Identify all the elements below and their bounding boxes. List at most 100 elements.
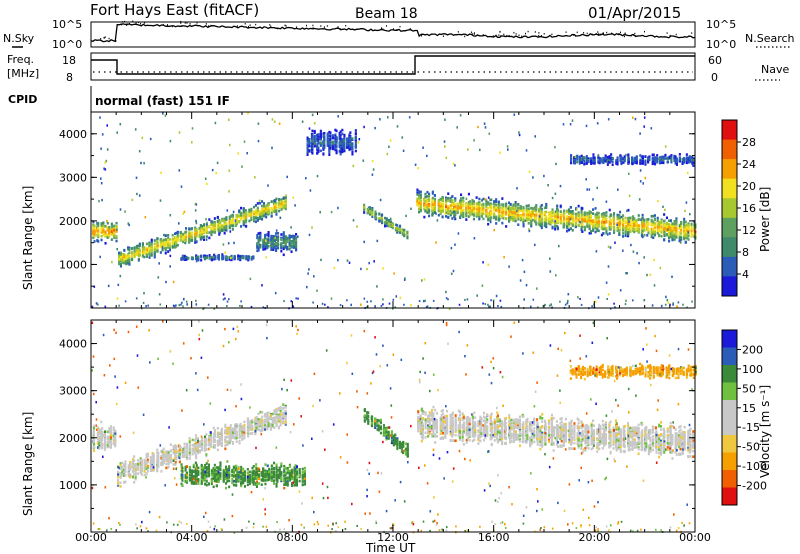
scatter-cell — [319, 143, 322, 146]
scatter-cell — [592, 208, 595, 211]
scatter-cell — [102, 221, 105, 225]
scatter-cell — [216, 215, 219, 219]
scatter-cell — [581, 230, 584, 233]
scatter-cell — [563, 211, 566, 215]
nsky-tick-bottom: 10^0 — [52, 38, 82, 51]
noise-cell — [483, 122, 486, 125]
noise-cell — [211, 168, 214, 172]
scatter-cell — [179, 238, 182, 242]
scatter-cell — [351, 150, 354, 153]
scatter-cell — [688, 157, 691, 160]
scatter-cell — [363, 211, 366, 214]
scatter-cell — [161, 240, 164, 243]
nsearch-dot — [599, 33, 601, 35]
scatter-cell — [295, 245, 298, 248]
scatter-cell — [128, 256, 131, 259]
scatter-cell — [652, 153, 655, 157]
scatter-cell — [406, 230, 409, 234]
scatter-cell — [278, 199, 281, 203]
noise-cell — [651, 304, 654, 307]
scatter-cell — [153, 255, 156, 259]
scatter-cell — [656, 154, 659, 157]
scatter-cell — [592, 228, 595, 232]
scatter-cell — [164, 251, 167, 255]
scatter-cell — [225, 229, 228, 232]
scatter-cell — [654, 158, 657, 162]
nsearch-dot — [499, 30, 501, 33]
scatter-cell — [104, 234, 107, 237]
scatter-cell — [551, 210, 554, 214]
scatter-cell — [441, 210, 444, 213]
scatter-cell — [566, 225, 569, 229]
scatter-cell — [150, 254, 153, 257]
scatter-cell — [335, 151, 338, 154]
scatter-cell — [242, 216, 245, 220]
scatter-cell — [469, 200, 472, 203]
nsearch-dot — [633, 34, 634, 36]
scatter-cell — [118, 257, 121, 260]
scatter-cell — [654, 156, 657, 159]
scatter-cell — [145, 248, 148, 252]
scatter-cell — [478, 197, 481, 201]
scatter-cell — [493, 205, 496, 209]
scatter-cell — [527, 222, 530, 225]
scatter-cell — [583, 159, 586, 163]
scatter-cell — [286, 237, 289, 241]
scatter-cell — [185, 235, 188, 239]
scatter-cell — [257, 232, 260, 235]
scatter-cell — [106, 221, 109, 225]
scatter-cell — [673, 220, 676, 223]
scatter-cell — [197, 257, 200, 261]
scatter-cell — [119, 264, 122, 268]
scatter-cell — [573, 161, 576, 165]
scatter-cell — [559, 210, 562, 213]
scatter-cell — [323, 141, 326, 144]
scatter-cell — [351, 137, 354, 140]
noise-cell — [632, 250, 635, 253]
scatter-cell — [495, 203, 498, 207]
noise-cell — [360, 303, 362, 306]
noise-cell — [569, 218, 572, 221]
scatter-cell — [343, 137, 346, 140]
scatter-cell — [472, 210, 475, 213]
scatter-cell — [261, 200, 264, 203]
noise-cell — [457, 232, 460, 235]
scatter-cell — [675, 222, 678, 225]
noise-cell — [100, 147, 102, 150]
scatter-cell — [277, 237, 280, 240]
noise-cell — [687, 171, 689, 175]
scatter-cell — [210, 258, 213, 262]
noise-cell — [476, 294, 478, 297]
scatter-cell — [245, 225, 248, 228]
scatter-cell — [306, 153, 309, 156]
noise-cell — [388, 145, 390, 148]
scatter-cell — [589, 214, 592, 217]
scatter-cell — [182, 232, 185, 236]
scatter-cell — [270, 234, 273, 238]
scatter-cell — [329, 138, 332, 141]
scatter-cell — [603, 221, 606, 224]
scatter-cell — [210, 220, 213, 223]
scatter-cell — [633, 217, 636, 220]
scatter-cell — [261, 204, 264, 208]
scatter-cell — [354, 129, 357, 132]
scatter-cell — [329, 143, 332, 147]
scatter-cell — [447, 192, 450, 195]
scatter-cell — [478, 212, 481, 216]
scatter-cell — [228, 215, 231, 219]
scatter-cell — [643, 224, 646, 228]
scatter-cell — [685, 153, 688, 156]
scatter-cell — [671, 227, 674, 230]
scatter-cell — [194, 226, 197, 230]
scatter-cell — [341, 138, 344, 141]
scatter-cell — [200, 258, 203, 262]
noise-cell — [488, 132, 491, 135]
scatter-cell — [282, 201, 285, 205]
scatter-cell — [106, 228, 109, 232]
scatter-cell — [175, 242, 178, 246]
scatter-cell — [267, 209, 270, 212]
nsearch-tick-top: 10^5 — [706, 18, 736, 31]
scatter-cell — [110, 238, 113, 241]
scatter-cell — [485, 210, 488, 213]
scatter-cell — [195, 228, 198, 232]
